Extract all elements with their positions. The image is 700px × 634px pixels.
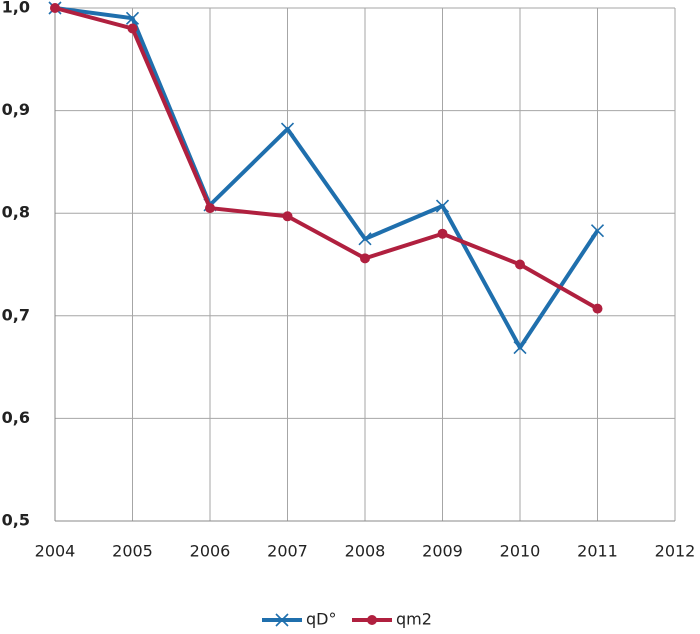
marker [513, 341, 527, 355]
y-tick-label: 0,6 [2, 408, 30, 427]
marker [205, 203, 215, 214]
x-tick-label: 2005 [112, 542, 153, 561]
series-line [54, 6, 599, 311]
series-line [54, 6, 600, 350]
marker [282, 211, 293, 222]
marker [358, 232, 372, 246]
legend-marker [367, 615, 377, 625]
x-tick-label: 2007 [267, 542, 308, 561]
x-tick-label: 2011 [577, 542, 618, 561]
x-tick-label: 2004 [35, 542, 76, 561]
x-tick-label: 2009 [422, 542, 463, 561]
y-tick-label: 0,8 [2, 203, 30, 222]
x-tick-label: 2008 [345, 542, 386, 561]
marker [437, 228, 448, 239]
legend-label: qD° [306, 610, 336, 629]
marker [280, 122, 295, 136]
y-tick-label: 0,5 [2, 511, 30, 530]
y-tick-label: 1,0 [2, 0, 30, 17]
x-tick-label: 2012 [655, 542, 696, 561]
marker [515, 259, 525, 270]
y-tick-label: 0,9 [2, 100, 30, 119]
y-tick-label: 0,7 [2, 305, 30, 324]
marker [50, 3, 60, 13]
marker [127, 23, 138, 34]
marker [360, 253, 370, 264]
x-tick-label: 2010 [500, 542, 541, 561]
marker [590, 224, 605, 238]
marker [592, 303, 603, 314]
marker [435, 199, 450, 213]
legend-label: qm2 [396, 610, 432, 629]
legend-marker [275, 613, 289, 627]
x-tick-label: 2006 [190, 542, 231, 561]
marker [125, 11, 140, 25]
